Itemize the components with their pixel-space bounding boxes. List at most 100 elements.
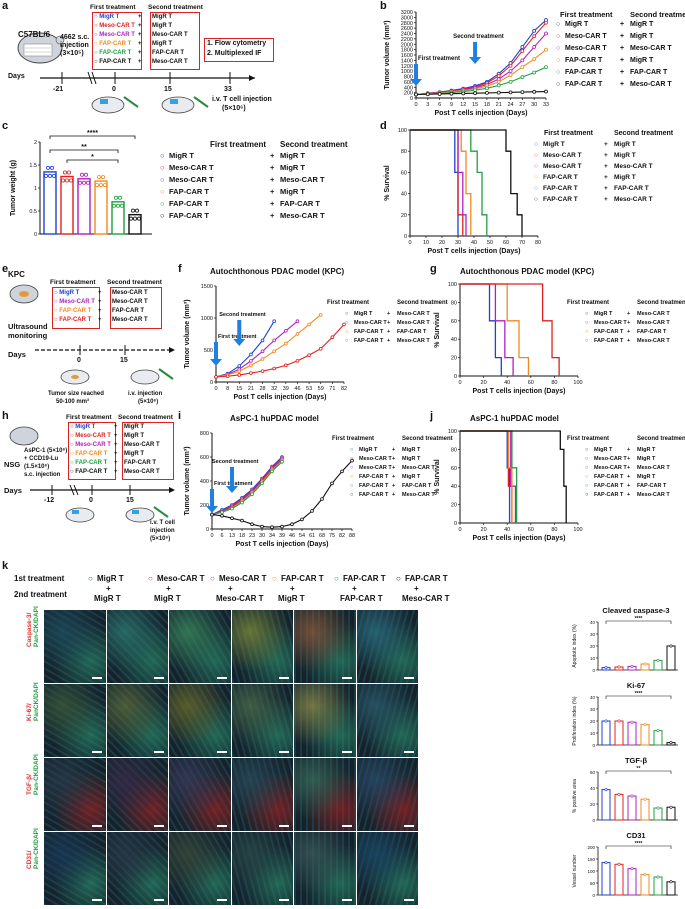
plus-sign: +: [98, 290, 102, 296]
scale-bar: [216, 751, 227, 753]
y-tick-label: 80: [401, 149, 407, 155]
x-axis-label: Post T cells injection (Days): [234, 394, 327, 401]
legend-series-second: MigR T: [630, 57, 654, 64]
y-tick-label: 80: [451, 300, 457, 306]
days-label-a: Days: [8, 73, 25, 80]
legend-g: First treatment Second treatment ○ MigR T + M…: [567, 300, 685, 360]
legend-j: First treatment Second treatment ○ MigR T + M…: [567, 436, 685, 516]
bar: [627, 868, 637, 896]
survival-curve: [460, 283, 514, 376]
x-tick-label: 54: [299, 533, 305, 539]
x-axis-label: Post T cells injection (Days): [435, 110, 528, 117]
mouse-strain: C57BL/6: [18, 30, 51, 39]
y-axis-label: % Survival: [434, 459, 441, 494]
micrograph-tile: [44, 610, 106, 683]
micrograph-tile: [169, 684, 231, 757]
legend-series-first: FAP-CAR T: [565, 81, 603, 88]
data-point: [496, 83, 501, 88]
micrograph-tile: [356, 610, 418, 683]
iv-h-2: injection: [150, 528, 175, 534]
significance-mark: ****: [635, 691, 643, 697]
legend-series-second: Meso-CAR T: [637, 311, 670, 317]
k-row-label: CD31/Pan-CK/DAPI: [26, 828, 40, 899]
treatment-second-row: Meso-CAR T: [112, 290, 148, 296]
tumor-size-label: Tumor size reached: [48, 391, 104, 397]
x-tick-label: 30: [531, 102, 537, 108]
plus-sign: +: [114, 433, 118, 439]
plus-sign: +: [270, 151, 275, 160]
data-point: [520, 90, 525, 94]
data-point: [508, 69, 513, 74]
data-point: [260, 357, 265, 361]
micrograph-tile: [106, 758, 168, 831]
bar: [128, 213, 142, 235]
readout-box: [204, 38, 274, 62]
legend-b: First treatment Second treatment ○ MigR T + M…: [556, 10, 685, 110]
legend-series-first: FAP-CAR T: [543, 196, 578, 203]
bar: [666, 645, 676, 671]
y-tick-label: 0: [404, 234, 407, 240]
iv-h-1: i.v. T cell: [150, 520, 175, 526]
scale-bar: [91, 751, 102, 753]
legend-marker: ○: [585, 465, 589, 471]
significance-bracket: [605, 620, 672, 624]
injection-mice-e: [60, 368, 174, 385]
legend-series-second: Meso-CAR T: [637, 492, 670, 498]
k-row-label-counterstain: Pan-CK/DAPI: [33, 753, 40, 795]
data-point: [604, 861, 608, 865]
data-point: [249, 371, 253, 375]
timeline-a: [40, 71, 255, 85]
data-point: [52, 173, 57, 178]
x-tick-label: 30: [259, 533, 265, 539]
k-row-label-counterstain: Pan-CK/DAPI: [33, 827, 40, 869]
day-33-a: 33: [224, 86, 232, 93]
data-point: [44, 173, 49, 178]
significance-bracket: [605, 845, 672, 849]
y-tick-label: 10: [590, 731, 596, 736]
data-point: [67, 170, 72, 175]
plus-sign: +: [387, 311, 391, 317]
plus-sign: +: [604, 185, 608, 192]
legend-marker: ○: [345, 338, 349, 344]
micrograph-tile: [356, 684, 418, 757]
treatment-first-row: ○ FAP-CAR T: [54, 317, 92, 323]
micrograph-tile: [356, 832, 418, 905]
data-point: [630, 664, 634, 668]
data-point: [508, 79, 513, 84]
scale-bar: [154, 825, 164, 827]
survival-curve: [460, 283, 560, 376]
cell-line: 4662 s.c.: [60, 34, 90, 41]
y-tick-label: 3000: [401, 15, 413, 21]
scale-bar: [91, 899, 102, 901]
treatment-second-row: Meso-CAR T: [152, 59, 188, 65]
plus-sign: +: [138, 23, 142, 29]
legend-series-first: FAP-CAR T: [594, 329, 624, 335]
iv-count-e: (5×10⁶): [138, 399, 159, 405]
plus-sign: +: [604, 152, 608, 159]
y-tick-label: 800: [404, 75, 413, 81]
y-tick-label: 1800: [401, 48, 413, 54]
bar: [601, 862, 611, 896]
data-point: [508, 63, 513, 68]
chart-i-title: AsPC-1 huPDAC model: [230, 414, 319, 423]
y-tick-label: 100: [448, 282, 457, 288]
y-tick-label: 40: [590, 786, 596, 791]
x-tick-label: 61: [309, 533, 315, 539]
data-point: [461, 91, 466, 96]
legend-first-header: First treatment: [560, 10, 613, 19]
data-point: [307, 322, 311, 327]
legend-series-second: MigR T: [280, 163, 305, 172]
bar: [640, 798, 650, 821]
x-tick-label: 0: [210, 533, 213, 539]
legend-second-header: Second treatment: [402, 436, 453, 442]
legend-first-header: First treatment: [210, 140, 267, 149]
legend-series-first: MigR T: [594, 447, 613, 453]
survival-curve: [460, 430, 567, 523]
legend-series-second: FAP-CAR T: [637, 483, 667, 489]
plus-sign: +: [98, 299, 102, 305]
legend-c: First treatment Second treatment ○ MigR T + M…: [160, 140, 375, 240]
legend-series-first: FAP-CAR T: [359, 492, 389, 498]
x-tick-label: 0: [408, 240, 411, 246]
survival-curve: [460, 283, 530, 376]
legend-series-second: FAP-CAR T: [630, 69, 668, 76]
